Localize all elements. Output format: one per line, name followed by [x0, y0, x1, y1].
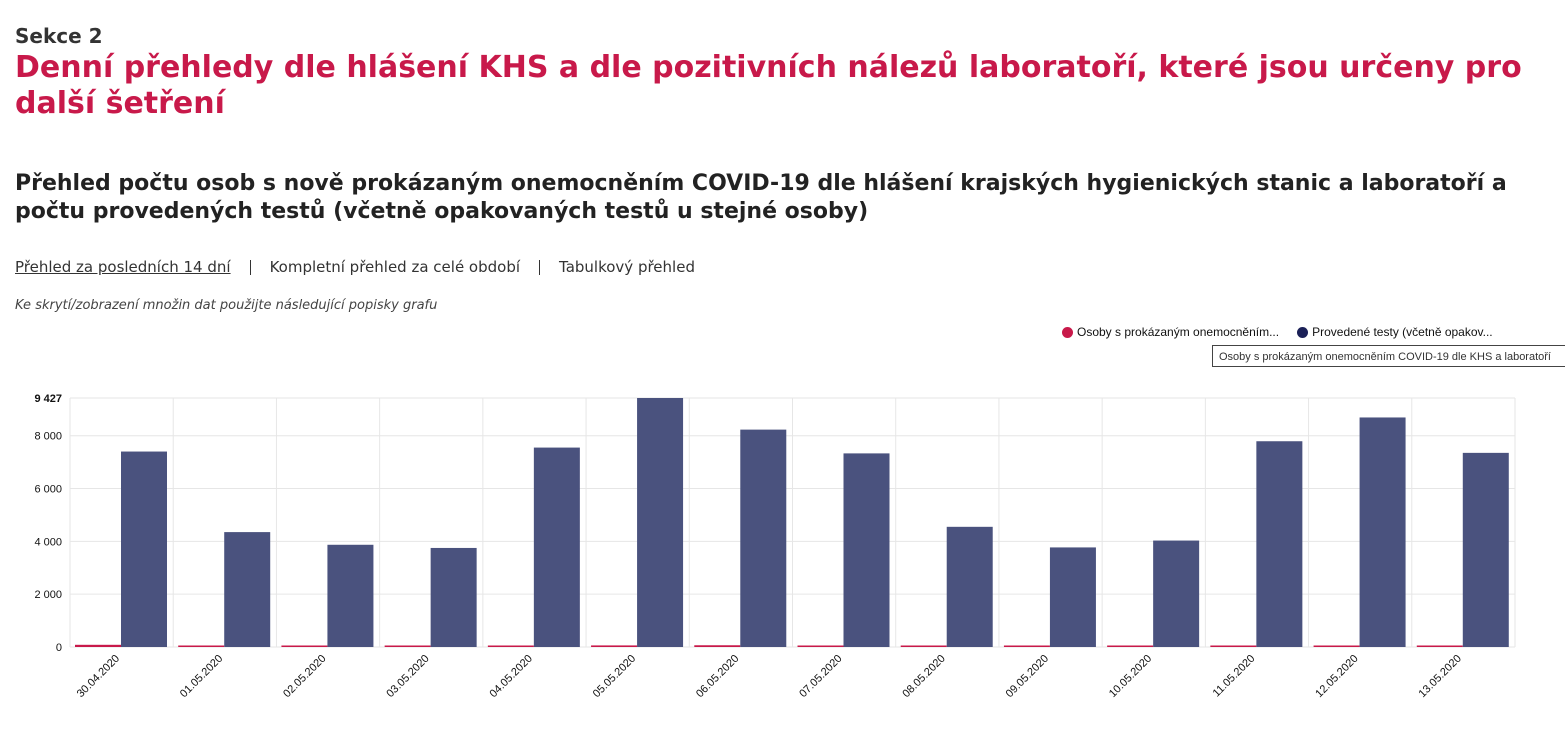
legend-item-cases[interactable]: Osoby s prokázaným onemocněním... [1062, 325, 1279, 339]
x-tick-label: 09.05.2020 [1004, 653, 1051, 700]
bar-tests [1049, 547, 1096, 647]
x-tick-label: 12.05.2020 [1313, 653, 1360, 700]
view-tabs: Přehled za posledních 14 dní Kompletní p… [15, 258, 695, 276]
tab-table-view[interactable]: Tabulkový přehled [559, 258, 695, 276]
bar-cases [694, 645, 741, 647]
bar-tests [1153, 540, 1200, 647]
bar-cases [281, 645, 328, 647]
bar-tests [1359, 417, 1406, 647]
y-tick-label: 6 000 [34, 484, 62, 496]
x-tick-label: 01.05.2020 [178, 653, 225, 700]
bar-cases [75, 644, 121, 647]
legend-hint: Ke skrytí/zobrazení množin dat použijte … [15, 298, 438, 313]
x-tick-label: 10.05.2020 [1107, 653, 1154, 700]
section-label: Sekce 2 [15, 24, 103, 48]
tab-full-period[interactable]: Kompletní přehled za celé období [269, 258, 521, 276]
bar-tests [533, 447, 580, 647]
bar-cases [384, 645, 431, 647]
bar-cases [900, 645, 947, 647]
x-tick-label: 03.05.2020 [384, 653, 431, 700]
bar-tests [121, 451, 167, 647]
bar-tests [843, 453, 890, 647]
bar-cases [797, 645, 844, 647]
x-tick-label: 30.04.2020 [75, 653, 122, 700]
x-tick-label: 11.05.2020 [1211, 653, 1258, 700]
bar-cases [487, 645, 534, 647]
bar-cases [591, 645, 638, 647]
y-tick-label: 8 000 [34, 431, 62, 443]
legend-dot-icon [1062, 326, 1073, 338]
tab-last-14-days[interactable]: Přehled za posledních 14 dní [15, 258, 231, 276]
bar-tests [740, 429, 787, 647]
bar-cases [1416, 645, 1463, 647]
bar-chart: 0 2 000 4 000 6 000 8 000 9 427 30.04.2020 01.0… [34, 393, 1516, 700]
y-tick-label: 2 000 [34, 589, 62, 601]
y-tick-label: 9 427 [34, 393, 62, 405]
legend-label-cases: Osoby s prokázaným onemocněním... [1077, 325, 1280, 339]
legend-tooltip: Osoby s prokázaným onemocněním COVID-19 … [1212, 345, 1565, 367]
bar-tests [1256, 441, 1303, 647]
bar-tests [1462, 452, 1509, 647]
bar-cases [1313, 645, 1360, 647]
y-tick-label: 0 [56, 642, 62, 654]
tab-divider [539, 259, 541, 275]
bar-tests [430, 547, 477, 647]
bar-cases [1210, 645, 1257, 647]
chart-legend: Osoby s prokázaným onemocněním... Proved… [1062, 325, 1511, 339]
x-tick-label: 08.05.2020 [900, 653, 947, 700]
bar-tests [327, 544, 374, 647]
x-tick-label: 06.05.2020 [694, 653, 741, 700]
y-tick-label: 4 000 [34, 536, 62, 548]
bar-tests [637, 398, 684, 647]
x-tick-label: 02.05.2020 [281, 653, 328, 700]
x-tick-label: 07.05.2020 [797, 653, 844, 700]
bar-tests [946, 526, 993, 647]
x-tick-label: 04.05.2020 [488, 653, 535, 700]
legend-label-tests: Provedené testy (včetně opakov... [1312, 325, 1493, 339]
tab-divider [249, 259, 251, 275]
bar-tests [224, 532, 271, 647]
legend-item-tests[interactable]: Provedené testy (včetně opakov... [1297, 325, 1493, 339]
x-tick-label: 13.05.2020 [1416, 653, 1463, 700]
legend-dot-icon [1297, 326, 1309, 338]
page-title: Denní přehledy dle hlášení KHS a dle poz… [15, 50, 1522, 121]
bar-cases [1107, 645, 1154, 647]
bar-cases [178, 645, 225, 647]
x-tick-label: 05.05.2020 [591, 653, 638, 700]
chart-title: Přehled počtu osob s nově prokázaným one… [15, 171, 1507, 224]
bar-cases [1003, 645, 1050, 647]
